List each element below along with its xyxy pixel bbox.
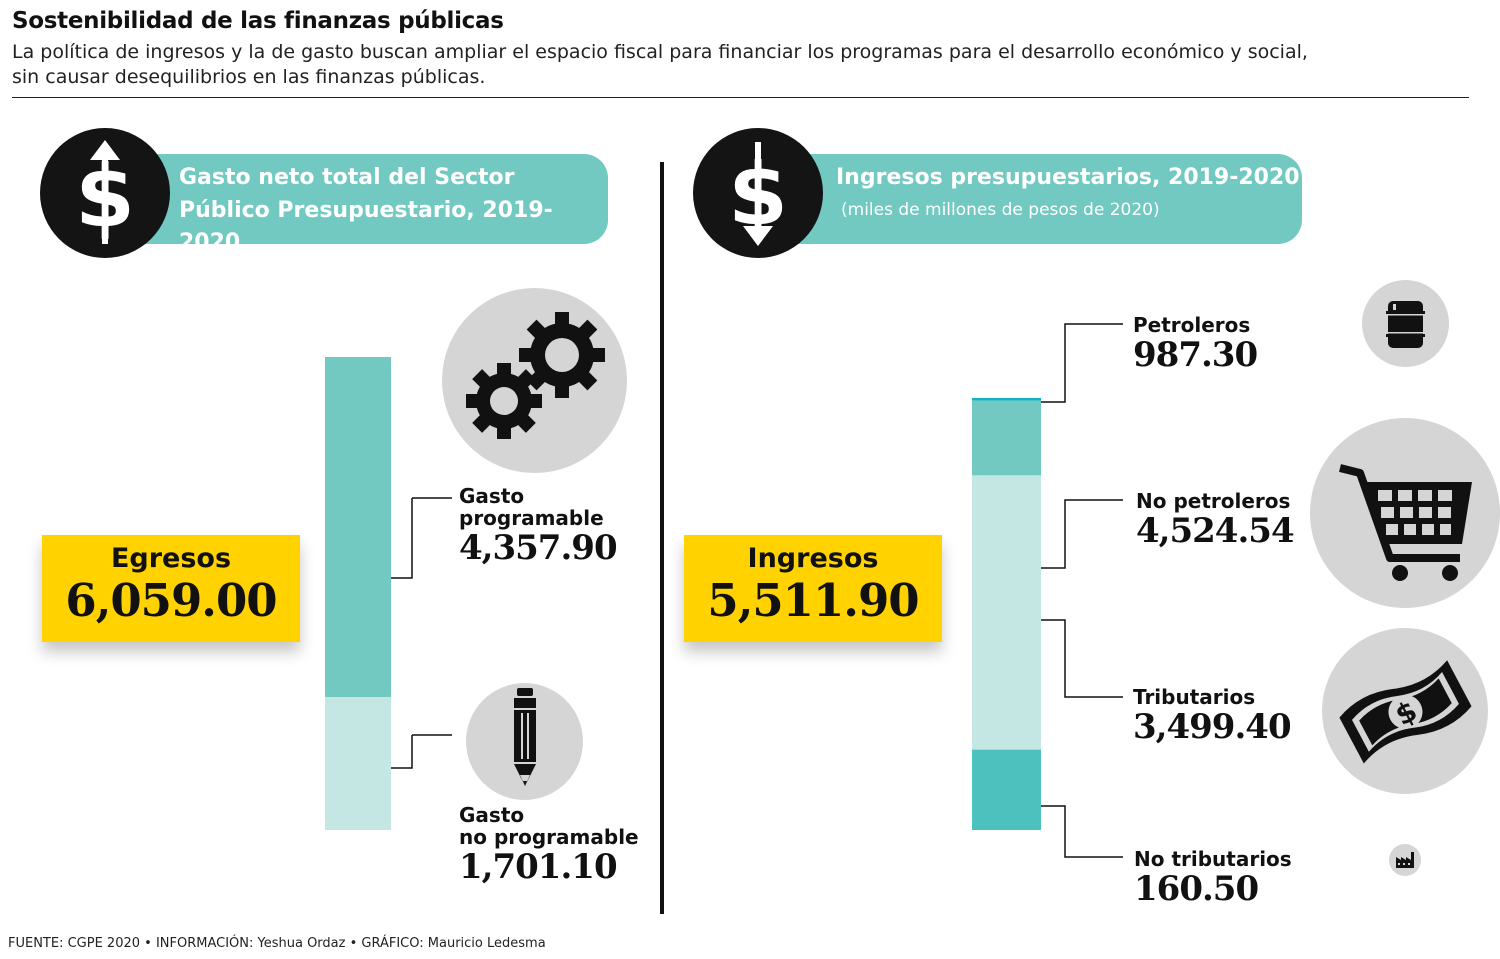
petroleros-label: Petroleros — [1133, 313, 1251, 337]
oil-barrel-icon — [1362, 280, 1449, 367]
ingresos-label: Ingresos — [747, 543, 879, 574]
bar-segment-gasto-no-programable — [325, 697, 391, 830]
gasto-programable-label-line2: programable — [459, 506, 604, 530]
ingresos-value: 5,511.90 — [707, 574, 919, 627]
egresos-total-box: Egresos 6,059.00 — [42, 535, 300, 642]
connector-gasto-no-programable — [391, 735, 413, 769]
egresos-label: Egresos — [110, 543, 232, 574]
no-petroleros-label: No petroleros — [1136, 489, 1291, 513]
shopping-cart-icon — [1310, 418, 1500, 608]
gasto-no-programable-label-group: Gasto no programable 1,701.10 — [459, 804, 639, 886]
page-title: Sostenibilidad de las finanzas públicas — [12, 8, 504, 34]
gasto-programable-value: 4,357.90 — [459, 528, 618, 568]
petroleros-value: 987.30 — [1133, 335, 1258, 375]
right-banner: Ingresos presupuestarios, 2019-2020 (mil… — [752, 154, 1302, 244]
gasto-no-programable-label-line1: Gasto — [459, 803, 525, 827]
bar-segment-petroleros — [972, 400, 1041, 476]
connector-no-tributarios — [1041, 805, 1123, 858]
bar-segment-no-tributarios — [972, 749, 1041, 830]
tributarios-value: 3,499.40 — [1133, 707, 1292, 747]
no-petroleros-label-group: No petroleros 4,524.54 — [1136, 489, 1295, 551]
no-tributarios-label: No tributarios — [1134, 847, 1292, 871]
petroleros-label-group: Petroleros 987.30 — [1133, 313, 1258, 375]
tributarios-label: Tributarios — [1133, 685, 1256, 709]
source-footer: FUENTE: CGPE 2020 • INFORMACIÓN: Yeshua … — [8, 936, 546, 951]
egresos-value: 6,059.00 — [65, 574, 277, 627]
header-rule — [12, 97, 1469, 98]
no-tributarios-value: 160.50 — [1134, 869, 1259, 909]
gasto-no-programable-value: 1,701.10 — [459, 847, 618, 887]
left-banner: Gasto neto total del Sector Público Pres… — [95, 154, 608, 255]
ingresos-total-box: Ingresos 5,511.90 — [684, 535, 942, 642]
gasto-programable-label-line1: Gasto — [459, 484, 525, 508]
no-tributarios-label-group: No tributarios 160.50 — [1134, 848, 1292, 908]
tributarios-label-group: Tributarios 3,499.40 — [1133, 685, 1292, 747]
left-banner-line2: Público Presupuestario, 2019-2020 — [179, 198, 553, 255]
gears-icon — [442, 288, 627, 473]
banknote-icon: $ — [1322, 628, 1488, 794]
dollar-up-arrow-icon: $ — [40, 128, 170, 258]
right-banner-units: (miles de millones de pesos de 2020) — [841, 200, 1160, 220]
factory-icon — [1389, 844, 1421, 876]
page-subtitle: La política de ingresos y la de gasto bu… — [12, 41, 1308, 88]
connector-petroleros — [1041, 323, 1123, 403]
gasto-programable-label-group: Gasto programable 4,357.90 — [459, 484, 618, 568]
bar-segment-petroleros-cap — [972, 398, 1041, 401]
center-divider — [660, 162, 664, 914]
connector-tributarios — [1041, 619, 1123, 698]
left-banner-line1: Gasto neto total del Sector — [179, 165, 515, 190]
bar-segment-tributarios — [972, 475, 1041, 750]
bar-segment-gasto-programable — [325, 357, 391, 698]
no-petroleros-value: 4,524.54 — [1136, 511, 1295, 551]
right-banner-line1: Ingresos presupuestarios, 2019-2020 — [836, 165, 1300, 190]
connector-gasto-programable — [391, 498, 413, 579]
pencil-icon — [466, 683, 583, 800]
gasto-no-programable-label-line2: no programable — [459, 825, 639, 849]
connector-no-petroleros — [1041, 499, 1123, 569]
dollar-down-arrow-icon: $ — [693, 128, 823, 258]
